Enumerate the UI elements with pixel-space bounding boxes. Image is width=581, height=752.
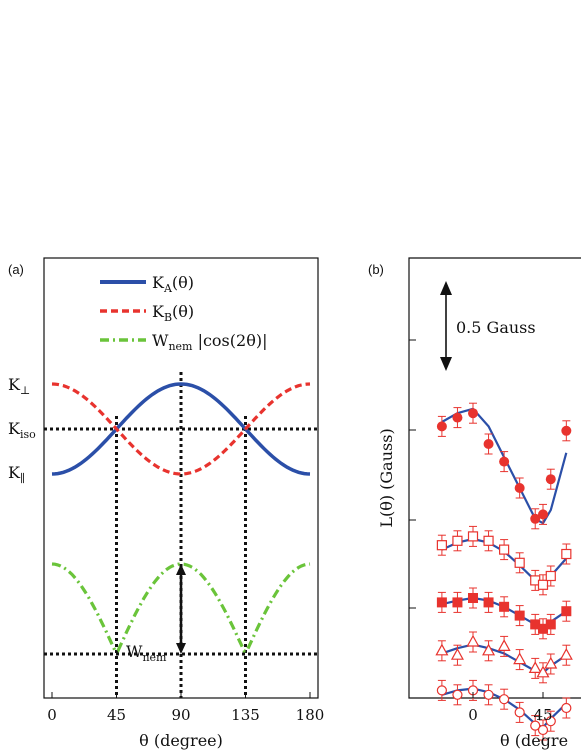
- panel-a-legend: KA(θ) KB(θ) Wnem |cos(2θ)|: [100, 273, 267, 353]
- panel-b-xlabel: θ (degre: [500, 731, 568, 750]
- panel-a: (a) KA(θ) KB(θ) Wnem |cos(2θ)| K⊥ Kiso K…: [8, 257, 324, 750]
- marker-3-2: [466, 634, 480, 647]
- xtick-label-a-0: 0: [47, 706, 57, 724]
- marker-2-6: [530, 619, 541, 630]
- marker-3-5: [513, 652, 527, 665]
- fit-curve-3: [441, 643, 567, 674]
- legend-label-ka: KA(θ): [152, 273, 194, 295]
- marker-3-3: [482, 643, 496, 656]
- marker-3-9: [559, 647, 573, 660]
- ytick-k-par: K∥: [8, 463, 25, 485]
- marker-4-6: [530, 720, 541, 731]
- panel-a-plot: [44, 372, 318, 698]
- scale-bar-arrow-up: [440, 281, 452, 295]
- marker-2-7: [538, 623, 548, 634]
- scale-bar-label: 0.5 Gauss: [456, 318, 536, 337]
- marker-1-8: [545, 570, 556, 582]
- marker-1-5: [514, 557, 525, 568]
- marker-4-3: [483, 689, 494, 700]
- marker-4-9: [561, 702, 572, 714]
- marker-2-9: [561, 606, 572, 617]
- legend-label-wnem: Wnem |cos(2θ)|: [152, 331, 267, 353]
- marker-3-6: [528, 661, 542, 673]
- marker-2-0: [436, 597, 447, 608]
- marker-4-8: [545, 716, 556, 727]
- marker-2-1: [452, 597, 463, 608]
- wnem-arrow-head-down: [176, 643, 186, 654]
- marker-1-9: [561, 548, 572, 560]
- marker-3-0: [435, 643, 449, 656]
- scale-bar: 0.5 Gauss: [440, 281, 536, 371]
- marker-0-7: [538, 509, 548, 520]
- marker-1-4: [499, 544, 510, 555]
- marker-2-4: [499, 601, 510, 612]
- panel-b-label: (b): [368, 262, 384, 277]
- panel-b: (b) 0.5 Gauss L(θ) (Gauss) 0 45 θ (degre: [368, 257, 581, 750]
- marker-0-0: [436, 421, 447, 432]
- marker-0-4: [499, 456, 510, 467]
- legend-label-kb: KB(θ): [152, 302, 194, 324]
- ytick-k-iso: Kiso: [8, 419, 36, 441]
- xtick-label-a-1: 45: [107, 706, 126, 724]
- marker-0-9: [561, 425, 572, 436]
- panel-a-xticks: 0 45 90 135 180: [47, 692, 324, 724]
- xtick-label-a-3: 135: [231, 706, 260, 724]
- marker-4-5: [514, 707, 525, 718]
- marker-1-2: [467, 531, 479, 542]
- marker-0-5: [514, 483, 525, 493]
- wnem-arrow-head-up: [176, 564, 186, 575]
- marker-2-5: [514, 610, 525, 621]
- marker-2-8: [545, 619, 556, 630]
- series-line-0: [51, 382, 311, 476]
- wnem-annotation: Wnem: [126, 642, 167, 664]
- series-line-1: [51, 382, 311, 476]
- marker-3-4: [497, 639, 511, 651]
- marker-3-7: [536, 665, 550, 678]
- marker-0-1: [452, 412, 463, 423]
- xtick-label-b-0: 0: [468, 706, 478, 724]
- panel-a-label: (a): [8, 262, 24, 277]
- ytick-k-perp: K⊥: [8, 375, 30, 397]
- panel-b-xticks: 0 45: [468, 692, 553, 724]
- marker-3-8: [544, 656, 558, 669]
- xtick-label-b-1: 45: [533, 706, 552, 724]
- marker-2-3: [483, 597, 494, 608]
- scale-bar-arrow-down: [440, 357, 452, 371]
- marker-1-0: [436, 540, 447, 551]
- marker-4-0: [436, 685, 447, 696]
- panel-b-ylabel: L(θ) (Gauss): [377, 428, 396, 527]
- marker-1-1: [452, 535, 463, 546]
- marker-0-6: [530, 513, 541, 524]
- marker-1-3: [483, 535, 494, 546]
- marker-4-1: [452, 689, 463, 700]
- marker-0-2: [468, 408, 478, 419]
- marker-2-2: [468, 593, 478, 603]
- marker-1-7: [537, 579, 549, 590]
- xtick-label-a-4: 180: [296, 706, 325, 724]
- marker-4-7: [537, 724, 549, 736]
- panel-a-xlabel: θ (degree): [139, 731, 223, 750]
- marker-4-4: [499, 694, 510, 705]
- series-line-2: [51, 562, 311, 653]
- panel-b-frame: [408, 257, 581, 699]
- marker-0-3: [483, 439, 494, 449]
- marker-3-1: [450, 647, 464, 660]
- panel-b-yticks: [409, 339, 416, 609]
- xtick-label-a-2: 90: [171, 706, 190, 724]
- marker-0-8: [545, 474, 556, 485]
- panel-b-plot: [435, 402, 573, 741]
